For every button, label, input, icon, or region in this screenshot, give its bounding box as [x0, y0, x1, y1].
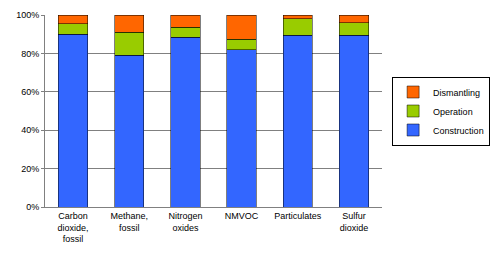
svg-text:Dismantling: Dismantling: [433, 88, 480, 98]
svg-text:Nitrogenoxides: Nitrogenoxides: [168, 211, 202, 233]
svg-text:Particulates: Particulates: [274, 211, 322, 221]
svg-text:40%: 40%: [21, 125, 39, 135]
svg-text:Carbondioxide,fossil: Carbondioxide,fossil: [58, 211, 89, 244]
svg-text:100%: 100%: [16, 10, 39, 20]
svg-text:20%: 20%: [21, 164, 39, 174]
svg-text:60%: 60%: [21, 87, 39, 97]
svg-text:80%: 80%: [21, 49, 39, 59]
svg-text:Operation: Operation: [433, 107, 473, 117]
svg-text:Construction: Construction: [433, 126, 484, 136]
svg-text:Methane,fossil: Methane,fossil: [110, 211, 148, 233]
svg-text:0%: 0%: [26, 202, 39, 212]
svg-text:Sulfurdioxide: Sulfurdioxide: [340, 211, 369, 233]
svg-text:NMVOC: NMVOC: [225, 211, 259, 221]
